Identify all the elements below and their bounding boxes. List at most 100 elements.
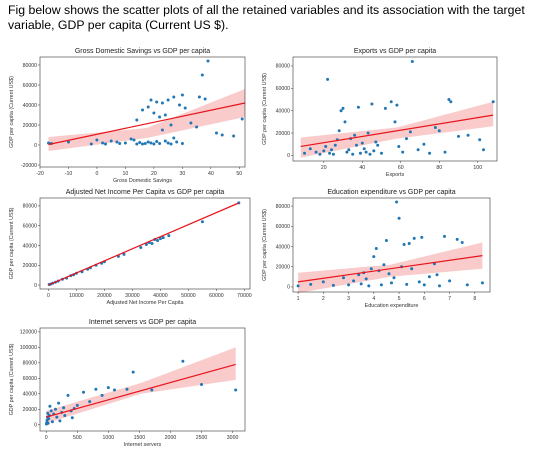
data-point (150, 388, 154, 392)
data-point (183, 106, 187, 110)
data-point (131, 370, 135, 374)
data-point (47, 417, 51, 421)
x-axis-label: Education expenditure (365, 303, 419, 309)
data-point (197, 95, 201, 99)
x-tick-label: -20 (36, 171, 44, 177)
data-point (407, 242, 411, 245)
x-tick-label: 50000 (181, 293, 196, 299)
plot-frame (39, 56, 246, 168)
data-point (369, 267, 373, 271)
data-point (141, 108, 144, 112)
data-point (455, 237, 459, 241)
data-point (318, 152, 322, 156)
data-point (466, 133, 470, 137)
regression-line (46, 363, 236, 418)
data-point (405, 137, 408, 141)
data-point (357, 273, 361, 277)
data-point (412, 236, 416, 240)
x-tick-label: 10 (123, 171, 129, 177)
data-point (362, 147, 366, 151)
confidence-band (48, 89, 245, 151)
data-point (189, 121, 193, 125)
data-point (482, 148, 485, 152)
data-point (457, 134, 460, 138)
data-point (435, 273, 439, 277)
data-point (104, 142, 107, 146)
x-tick-label: 60000 (209, 293, 224, 299)
data-point (387, 272, 391, 276)
x-tick-label: 2000 (165, 435, 177, 441)
data-point (58, 419, 62, 423)
data-point (101, 141, 105, 145)
y-tick-label: 80000 (23, 204, 38, 210)
data-point (331, 152, 335, 156)
x-tick-label: 30000 (125, 293, 140, 299)
data-point (422, 283, 426, 287)
data-point (314, 150, 318, 154)
data-point (321, 280, 325, 284)
y-axis-label: GDP per capita (Current US$) (9, 343, 15, 415)
data-point (405, 282, 409, 286)
plot-title: Adjusted Net Income Per Capita vs GDP pe… (66, 189, 225, 196)
data-point (166, 141, 170, 145)
data-point (478, 138, 482, 142)
data-point (169, 142, 173, 146)
data-point (465, 283, 469, 287)
data-point (155, 140, 159, 143)
data-point (328, 151, 332, 155)
data-point (374, 140, 378, 144)
data-point (395, 200, 399, 204)
data-point (115, 140, 119, 144)
data-point (152, 111, 156, 115)
y-tick-label: 80000 (276, 64, 291, 70)
data-point (172, 95, 176, 99)
x-tick-label: 1500 (134, 435, 146, 441)
data-point (180, 93, 184, 97)
data-point (125, 387, 129, 391)
y-tick-label: 60000 (23, 83, 38, 89)
y-tick-label: 100000 (20, 345, 37, 351)
data-point (62, 406, 66, 410)
x-axis-label: Adjusted Net Income Per Capita (106, 300, 183, 306)
data-point (355, 143, 358, 147)
data-point (163, 113, 167, 117)
plot-title: Internet servers vs GDP per capita (89, 319, 196, 326)
data-point (203, 97, 207, 101)
data-point (50, 420, 54, 424)
scatter-panel-4: 1 2 3 4 5 6 7 8 0 20000 40000 60000 80000 Education e… (262, 189, 491, 309)
x-tick-label: 20 (151, 171, 157, 177)
y-tick-label: 120000 (20, 330, 37, 336)
x-axis-label: Gross Domestic Savings (113, 178, 172, 184)
x-tick-label: 1 (297, 296, 300, 302)
x-tick-label: 50 (236, 171, 242, 177)
x-tick-label: 7 (448, 296, 451, 302)
confidence-band (46, 347, 236, 424)
data-point (393, 120, 397, 124)
data-point (460, 241, 464, 244)
y-tick-label: 80000 (276, 204, 291, 210)
x-tick-label: 8 (473, 296, 476, 302)
data-point (88, 400, 92, 404)
y-tick-label: 60000 (23, 223, 38, 229)
data-point (149, 98, 153, 102)
data-point (345, 150, 349, 154)
data-point (347, 148, 351, 152)
data-point (397, 145, 401, 148)
y-tick-label: 0 (34, 143, 37, 149)
regression-line (48, 202, 240, 286)
data-point (379, 283, 383, 287)
data-point (331, 283, 335, 287)
data-point (374, 247, 378, 250)
data-point (337, 129, 341, 133)
x-tick-label: 6 (423, 296, 426, 302)
data-point (443, 234, 446, 238)
y-tick-label: 80000 (23, 361, 38, 367)
data-point (364, 277, 368, 281)
plot-title: Gross Domestic Savings vs GDP per capita (75, 48, 210, 55)
y-tick-label: 0 (34, 423, 37, 429)
data-point (359, 282, 363, 286)
plot-frame (292, 197, 491, 293)
data-point (370, 102, 374, 106)
data-point (46, 411, 50, 415)
